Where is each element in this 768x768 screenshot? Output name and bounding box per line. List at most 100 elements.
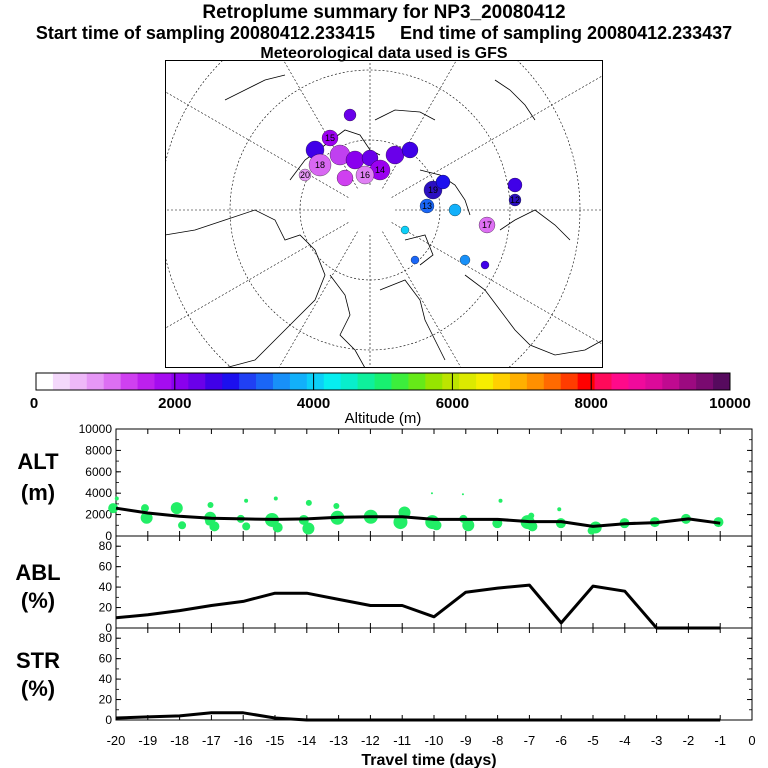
colorbar-swatch bbox=[256, 373, 274, 390]
colorbar-tick-label: 2000 bbox=[158, 395, 191, 412]
panel-label: ABL bbox=[15, 560, 60, 585]
altitude-point bbox=[498, 498, 503, 503]
plume-cluster bbox=[419, 198, 435, 214]
x-tick-label: -5 bbox=[587, 733, 599, 748]
altitude-point bbox=[393, 515, 408, 530]
colorbar-axis-label: Altitude (m) bbox=[345, 410, 422, 427]
colorbar-tick-label: 6000 bbox=[436, 395, 469, 412]
x-tick-label: -13 bbox=[329, 733, 348, 748]
plume-day-label: 13 bbox=[422, 201, 432, 211]
colorbar-tick-label: 0 bbox=[30, 395, 38, 412]
panel-label: ALT bbox=[17, 449, 59, 474]
y-tick-label: 4000 bbox=[85, 486, 112, 500]
y-tick-label: 60 bbox=[99, 652, 113, 666]
colorbar-swatch bbox=[696, 373, 714, 390]
y-tick-label: 0 bbox=[105, 621, 112, 635]
series-line bbox=[115, 711, 721, 722]
colorbar-swatch bbox=[577, 373, 595, 390]
coastline bbox=[464, 274, 603, 356]
colorbar-swatch bbox=[52, 373, 71, 390]
altitude-point bbox=[273, 496, 278, 501]
colorbar-swatch bbox=[713, 373, 731, 390]
plume-day-label: 12 bbox=[510, 195, 520, 205]
altitude-point bbox=[242, 522, 251, 531]
colorbar-swatch bbox=[239, 373, 257, 390]
plume-day-label: 16 bbox=[360, 170, 370, 180]
y-tick-label: 2000 bbox=[85, 508, 112, 522]
colorbar-swatch bbox=[36, 373, 54, 390]
panel-frame bbox=[115, 535, 753, 629]
plume-cluster bbox=[355, 165, 375, 185]
colorbar-tick-label: 4000 bbox=[297, 395, 330, 412]
x-tick-label: -20 bbox=[107, 733, 126, 748]
plume-cluster bbox=[448, 203, 462, 217]
y-tick-label: 0 bbox=[105, 529, 112, 543]
panel-frame bbox=[115, 627, 753, 721]
altitude-point bbox=[302, 522, 315, 535]
altitude-point bbox=[140, 511, 153, 524]
plume-cluster bbox=[400, 225, 410, 235]
altitude-point bbox=[108, 503, 119, 514]
meridian-line bbox=[165, 222, 349, 329]
x-tick-label: -16 bbox=[234, 733, 253, 748]
y-tick-label: 0 bbox=[105, 713, 112, 727]
colorbar-swatch bbox=[509, 373, 528, 390]
colorbar-swatch bbox=[459, 373, 477, 390]
meridian-line bbox=[391, 222, 603, 345]
x-tick-label: -19 bbox=[138, 733, 157, 748]
coastline bbox=[374, 109, 436, 121]
y-tick-label: 8000 bbox=[85, 443, 112, 457]
x-tick-label: -8 bbox=[492, 733, 504, 748]
colorbar-swatch bbox=[188, 373, 206, 390]
panel-unit-label: (%) bbox=[21, 676, 55, 701]
colorbar-swatch bbox=[628, 373, 646, 390]
colorbar-swatch bbox=[543, 373, 562, 390]
altitude-point bbox=[528, 512, 535, 519]
colorbar-swatch bbox=[86, 373, 105, 390]
altitude-point bbox=[431, 520, 442, 531]
x-tick-label: -1 bbox=[714, 733, 726, 748]
plume-cluster bbox=[435, 174, 451, 190]
x-tick-label: -6 bbox=[555, 733, 567, 748]
altitude-point bbox=[170, 502, 183, 515]
plume-cluster bbox=[336, 169, 354, 187]
coastline bbox=[499, 209, 571, 241]
altitude-colorbar: 0 2000 4000 6000 8000 10000 Altitude (m) bbox=[30, 372, 751, 427]
colorbar-swatch bbox=[594, 373, 612, 390]
colorbar-swatch bbox=[391, 373, 409, 390]
plume-cluster bbox=[321, 129, 339, 147]
x-tick-label: -10 bbox=[425, 733, 444, 748]
meridian-line bbox=[382, 231, 462, 368]
panel-unit-label: (m) bbox=[21, 480, 55, 505]
altitude-point bbox=[305, 499, 312, 506]
colorbar-swatch bbox=[679, 373, 697, 390]
coastline bbox=[379, 279, 446, 361]
plume-cluster bbox=[508, 193, 522, 207]
plume-day-label: 14 bbox=[375, 165, 385, 175]
x-tick-label: -7 bbox=[524, 733, 536, 748]
plume-cluster bbox=[401, 141, 419, 159]
colorbar-swatch bbox=[289, 373, 308, 390]
plume-cluster bbox=[343, 108, 357, 122]
y-tick-label: 20 bbox=[99, 601, 113, 615]
plume-day-label: 18 bbox=[315, 160, 325, 170]
latitude-circle bbox=[229, 69, 511, 351]
colorbar-swatch bbox=[645, 373, 663, 390]
colorbar-tick-label: 8000 bbox=[575, 395, 608, 412]
x-tick-label: -14 bbox=[297, 733, 316, 748]
coastline bbox=[404, 234, 434, 266]
polar-map: 15 16 17 18 19 12 13 14 20 bbox=[165, 60, 603, 368]
plume-cluster bbox=[478, 216, 496, 234]
altitude-point bbox=[207, 501, 214, 508]
colorbar-swatch bbox=[154, 373, 172, 390]
x-tick-label: -11 bbox=[393, 733, 411, 748]
plume-day-label: 17 bbox=[482, 220, 492, 230]
plume-cluster bbox=[308, 153, 332, 177]
sampling-time-line: Start time of sampling 20080412.233415 E… bbox=[0, 23, 768, 44]
colorbar-swatch bbox=[137, 373, 155, 390]
x-tick-label: -2 bbox=[683, 733, 695, 748]
meridian-line bbox=[391, 75, 603, 198]
plume-cluster bbox=[298, 168, 312, 182]
x-tick-label: -4 bbox=[619, 733, 631, 748]
